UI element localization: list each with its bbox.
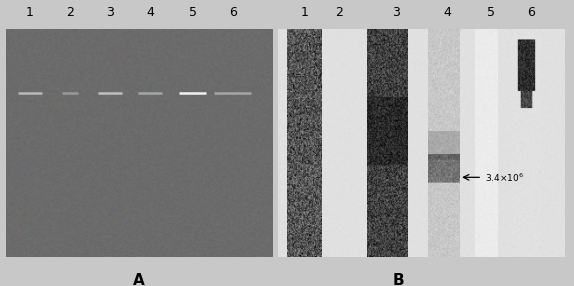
Text: 5: 5 [189, 7, 196, 19]
Text: 4: 4 [146, 7, 154, 19]
Text: 2: 2 [335, 7, 343, 19]
Text: 1: 1 [300, 7, 308, 19]
Text: 3.4$\times$10$^{6}$: 3.4$\times$10$^{6}$ [485, 171, 524, 184]
Text: 6: 6 [228, 7, 236, 19]
Text: 5: 5 [487, 7, 495, 19]
Text: B: B [393, 273, 405, 286]
Text: A: A [133, 273, 145, 286]
Text: 4: 4 [444, 7, 452, 19]
Text: 3: 3 [106, 7, 114, 19]
Text: 1: 1 [26, 7, 34, 19]
Text: 3: 3 [392, 7, 400, 19]
Text: 6: 6 [527, 7, 535, 19]
Text: 2: 2 [66, 7, 73, 19]
